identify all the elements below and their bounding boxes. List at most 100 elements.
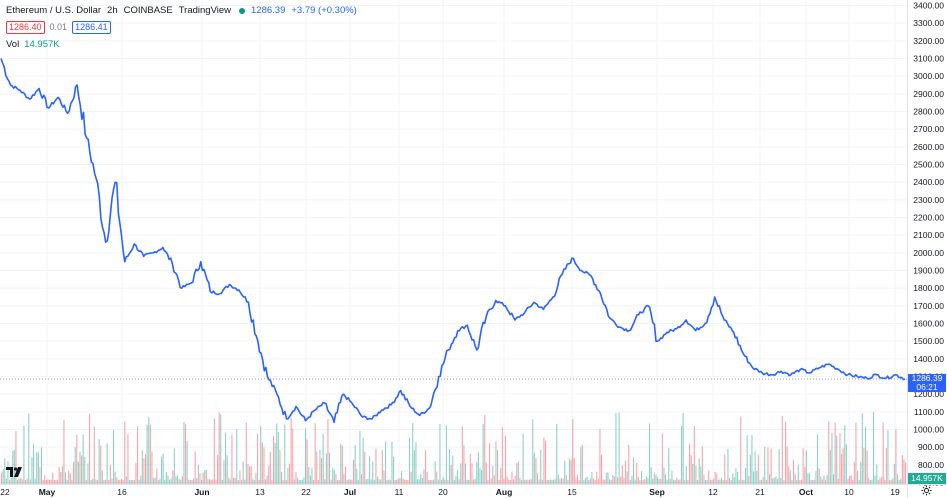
volume-bar	[401, 471, 403, 484]
volume-label[interactable]: Vol	[6, 39, 20, 50]
volume-bar	[378, 478, 380, 484]
price-tick-label: 2700.00	[913, 124, 944, 134]
price-tick-label: 3000.00	[913, 71, 944, 81]
volume-bar	[82, 434, 84, 484]
volume-bar	[775, 476, 777, 484]
volume-bar	[444, 479, 446, 484]
volume-bar	[394, 480, 396, 484]
time-tick-label: Jul	[344, 487, 356, 497]
volume-bar	[665, 474, 667, 484]
volume-bar	[100, 445, 102, 484]
price-tick-label: 1200.00	[913, 389, 944, 399]
volume-bar	[116, 477, 118, 484]
volume-bar	[231, 434, 233, 484]
volume-bar	[893, 464, 895, 484]
volume-bar	[554, 478, 556, 484]
volume-bar	[772, 478, 774, 484]
volume-bar	[7, 461, 9, 484]
volume-bar	[522, 433, 524, 484]
volume-bar	[381, 450, 383, 484]
time-axis[interactable]: 22 May 16 Jun 13 22 Jul 11 20 Aug 15 Sep 12 21 Oct 10 19	[0, 484, 947, 498]
sell-price-button[interactable]: 1286.40	[6, 21, 45, 34]
volume-bar	[101, 470, 103, 484]
volume-bar	[85, 480, 87, 484]
volume-bar	[593, 478, 595, 484]
volume-bar	[885, 448, 887, 484]
volume-bar	[154, 477, 156, 484]
volume-bar	[300, 480, 302, 484]
time-tick-label: 11	[395, 487, 404, 497]
interval-label[interactable]: 2h	[107, 5, 118, 16]
volume-bar	[609, 479, 611, 484]
volume-bar	[828, 421, 830, 484]
volume-bar	[845, 444, 847, 484]
price-axis[interactable]: 3400.00 3300.00 3200.00 3100.00 3000.00 2900.…	[907, 0, 945, 498]
volume-bar	[194, 451, 196, 484]
volume-bar	[55, 479, 57, 484]
volume-bar	[903, 459, 905, 484]
volume-bar	[413, 450, 415, 484]
volume-bar	[493, 475, 495, 484]
volume-bar	[274, 442, 276, 484]
volume-bar	[293, 479, 295, 484]
volume-bar	[52, 472, 54, 484]
volume-bar	[513, 479, 515, 484]
volume-bar	[364, 451, 366, 484]
volume-bar	[10, 478, 12, 484]
volume-bar	[898, 480, 900, 484]
volume-bar	[297, 477, 299, 484]
volume-bar	[519, 477, 521, 484]
volume-bar	[572, 419, 574, 484]
volume-bar	[5, 478, 7, 484]
volume-bar	[581, 444, 583, 484]
volume-bar	[282, 480, 284, 484]
volume-bar	[76, 434, 78, 484]
volume-bar	[479, 468, 481, 484]
volume-bar	[170, 478, 172, 484]
volume-bar	[321, 458, 323, 484]
volume-bar	[397, 478, 399, 484]
volume-bar	[260, 426, 262, 484]
volume-bar	[151, 451, 153, 484]
volume-bar	[233, 477, 235, 484]
volume-bar	[724, 454, 726, 484]
volume-bar	[281, 471, 283, 484]
volume-bar	[226, 455, 228, 484]
volume-bar	[193, 478, 195, 484]
volume-bar	[633, 457, 635, 484]
volume-bar	[455, 475, 457, 484]
volume-bar	[812, 480, 814, 484]
price-line[interactable]	[0, 58, 906, 424]
volume-bar	[122, 480, 124, 484]
volume-bar	[329, 453, 331, 484]
volume-bar	[25, 480, 27, 484]
volume-bar	[353, 459, 355, 484]
price-tick-label: 2000.00	[913, 248, 944, 258]
volume-bar	[834, 422, 836, 484]
volume-bar	[460, 463, 462, 484]
price-tick-label: 1700.00	[913, 301, 944, 311]
volume-bar	[599, 428, 601, 484]
volume-bar	[807, 473, 809, 484]
volume-bar	[602, 479, 604, 484]
volume-bar	[396, 479, 398, 484]
volume-bar	[540, 449, 542, 484]
volume-bar	[244, 479, 246, 484]
volume-bar	[487, 479, 489, 484]
volume-bar	[314, 423, 316, 484]
buy-price-button[interactable]: 1286.41	[72, 21, 111, 34]
tradingview-logo-icon[interactable]	[6, 466, 24, 478]
volume-bar	[89, 413, 91, 484]
volume-bar	[897, 474, 899, 484]
symbol-name[interactable]: Ethereum / U.S. Dollar	[6, 5, 102, 16]
volume-value: 14.957K	[24, 39, 60, 50]
volume-bar	[564, 460, 566, 484]
volume-bar	[613, 476, 615, 484]
volume-bar	[501, 427, 503, 484]
volume-bar	[741, 479, 743, 484]
volume-bar	[762, 477, 764, 484]
gear-icon[interactable]	[921, 485, 932, 496]
volume-bar	[183, 422, 185, 484]
volume-bar	[649, 423, 651, 484]
